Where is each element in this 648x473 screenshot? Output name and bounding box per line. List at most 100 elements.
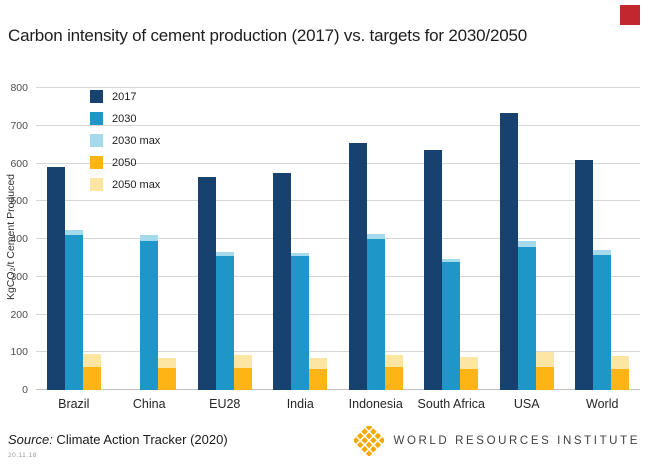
y-axis-ticks: 0 100 200 300 400 500 600 700 800 [0, 82, 30, 396]
legend-swatch-2050 [90, 156, 103, 169]
gridline-600 [36, 162, 640, 164]
chart-title: Carbon intensity of cement production (2… [8, 26, 527, 45]
x-label-eu28: EU28 [209, 397, 241, 411]
segment-2050-max [611, 356, 630, 369]
segment-2050 [158, 368, 177, 390]
date-stamp: 20.11.18 [8, 452, 37, 459]
legend-label-2030: 2030 [112, 112, 137, 125]
segment-2050 [535, 367, 554, 390]
bar-brazil-2030 [64, 229, 83, 390]
segment-2030-max [64, 229, 83, 236]
bar-group-indonesia: Indonesia [338, 88, 414, 411]
segment-2030 [517, 246, 536, 390]
y-tick-label-400: 400 [10, 233, 28, 245]
bar-group-south-africa: South Africa [414, 88, 490, 411]
segment-2017 [46, 167, 65, 390]
segment-2030 [64, 235, 83, 390]
segment-2050-max [233, 355, 252, 369]
bar-india-2050 [309, 357, 328, 390]
gridline-100 [36, 351, 640, 353]
segment-2017 [273, 172, 292, 390]
bar-indonesia-2030 [366, 233, 385, 390]
bar-eu28-2030 [215, 252, 234, 390]
bar-china-2050 [158, 357, 177, 390]
plot-area: Brazil China EU28 India Indonesia South Afric… [36, 87, 641, 411]
bar-group-brazil: Brazil [36, 88, 112, 411]
y-tick-label-500: 500 [10, 195, 28, 208]
segment-2030 [291, 256, 310, 390]
bar-india-2017 [273, 172, 292, 390]
segment-2050 [82, 367, 101, 390]
x-label-south-africa: South Africa [417, 397, 485, 411]
x-label-india: India [286, 397, 314, 411]
gridline-500 [36, 200, 640, 202]
bar-south-africa-2017 [424, 150, 443, 390]
segment-2050 [233, 368, 252, 390]
segment-2030 [215, 256, 234, 390]
legend-swatch-2050-max [90, 178, 103, 191]
y-tick-label-700: 700 [10, 119, 28, 132]
bar-china-2030 [140, 235, 159, 390]
segment-2030 [140, 240, 159, 390]
bar-group-india: India [263, 88, 339, 411]
segment-2017 [348, 142, 367, 390]
bar-group-usa: USA [489, 88, 565, 411]
gridline-200 [36, 313, 640, 315]
bar-world-2017 [575, 159, 594, 390]
legend-item-2030: 2030 [90, 112, 160, 125]
segment-2030-max [366, 233, 385, 239]
segment-2030 [442, 262, 461, 390]
segment-2050 [384, 367, 403, 390]
gridline-800 [36, 87, 640, 88]
segment-2050-max [384, 355, 403, 368]
y-tick-label-100: 100 [10, 346, 28, 359]
legend-swatch-2030 [90, 112, 103, 125]
segment-2030 [593, 254, 612, 390]
bar-group-china: China [112, 88, 188, 411]
segment-2017 [197, 176, 216, 390]
segment-2050-max [158, 357, 177, 369]
bar-eu28-2050 [233, 355, 252, 390]
bar-group-world: World [565, 88, 641, 411]
y-tick-label-200: 200 [10, 308, 28, 321]
source-prefix: Source: [8, 432, 53, 447]
legend-item-2030-max: 2030 max [90, 134, 160, 147]
segment-2050-max [309, 357, 328, 370]
bar-group-eu28: EU28 [187, 88, 263, 411]
segment-2030-max [140, 235, 159, 241]
bar-indonesia-2050 [384, 355, 403, 390]
legend-swatch-2017 [90, 90, 103, 103]
y-tick-label-600: 600 [10, 157, 28, 170]
y-tick-label-800: 800 [10, 82, 28, 94]
x-label-brazil: Brazil [58, 397, 90, 411]
segment-2050-max [460, 356, 479, 370]
bar-indonesia-2017 [348, 142, 367, 390]
x-label-world: World [586, 397, 619, 411]
bar-brazil-2017 [46, 167, 65, 390]
legend-label-2050-max: 2050 max [112, 178, 161, 191]
gridline-400 [36, 238, 640, 239]
bar-south-africa-2050 [460, 356, 479, 390]
segment-2017 [575, 159, 594, 390]
segment-2050-max [535, 352, 554, 368]
bar-usa-2030 [517, 241, 536, 390]
red-square-badge [620, 5, 640, 25]
legend-swatch-2030-max [90, 134, 103, 147]
segment-2030-max [593, 250, 612, 255]
bar-groups: Brazil China EU28 India Indonesia South Afric… [36, 88, 641, 411]
segment-2030 [366, 239, 385, 390]
y-tick-label-0: 0 [22, 384, 28, 396]
segment-2017 [499, 112, 518, 390]
gridline-0 [36, 389, 640, 390]
legend-item-2050-max: 2050 max [90, 178, 160, 191]
source-text: Climate Action Tracker (2020) [52, 432, 228, 447]
wri-flame-icon [353, 426, 384, 456]
bar-usa-2050 [535, 352, 554, 390]
bar-india-2030 [291, 253, 310, 390]
legend: 2017 2030 2030 max 2050 2050 max [90, 90, 160, 191]
wri-logo-text: WORLD RESOURCES INSTITUTE [393, 435, 640, 447]
segment-2030-max [291, 253, 310, 256]
legend-item-2050: 2050 [90, 156, 160, 169]
gridline-700 [36, 124, 640, 126]
x-label-indonesia: Indonesia [348, 397, 403, 411]
